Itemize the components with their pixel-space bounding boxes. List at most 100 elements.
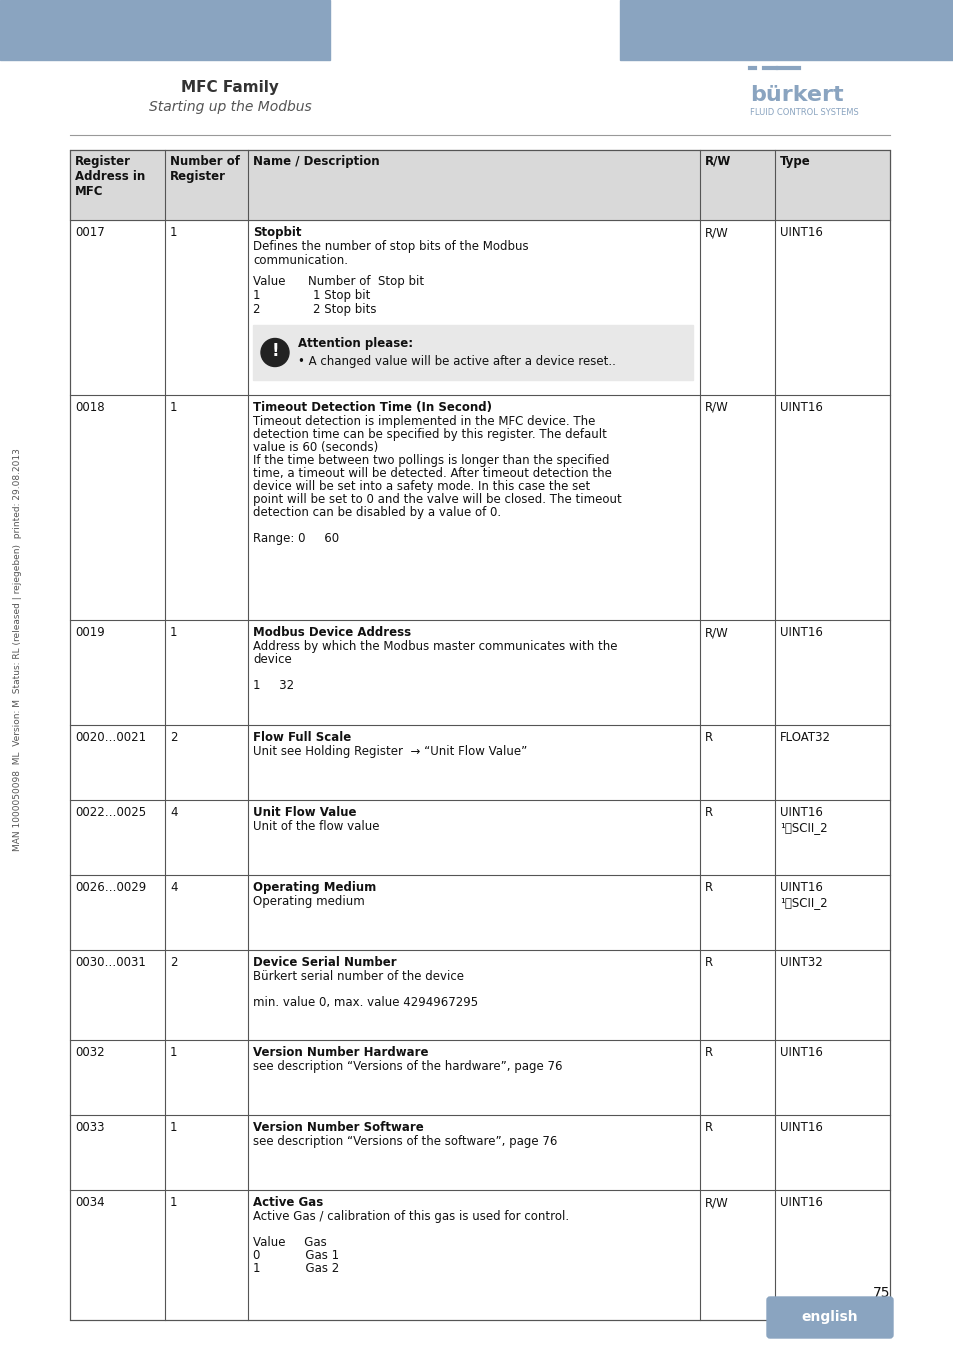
Text: 2: 2 [170, 956, 177, 969]
Text: bürkert: bürkert [749, 85, 842, 105]
Text: 2: 2 [170, 730, 177, 744]
Text: 0030…0031: 0030…0031 [75, 956, 146, 969]
Text: UINT16
¹⦪SCII_2: UINT16 ¹⦪SCII_2 [780, 882, 827, 909]
Text: Timeout Detection Time (In Second): Timeout Detection Time (In Second) [253, 401, 492, 414]
Text: Name / Description: Name / Description [253, 155, 379, 167]
Text: Starting up the Modbus: Starting up the Modbus [149, 100, 311, 113]
Text: FLOAT32: FLOAT32 [780, 730, 830, 744]
Text: 1            Gas 2: 1 Gas 2 [253, 1262, 339, 1274]
Text: Timeout detection is implemented in the MFC device. The: Timeout detection is implemented in the … [253, 414, 595, 428]
Text: device: device [253, 653, 292, 666]
Text: R: R [704, 730, 713, 744]
Text: 0022…0025: 0022…0025 [75, 806, 146, 819]
Text: communication.: communication. [253, 254, 348, 267]
Bar [70, 150, 889, 220]
Text: 4: 4 [170, 806, 177, 819]
Text: see description “Versions of the software”, page 76: see description “Versions of the softwar… [253, 1135, 557, 1148]
Text: MFC Family: MFC Family [181, 80, 278, 94]
Text: Unit see Holding Register  → “Unit Flow Value”: Unit see Holding Register → “Unit Flow V… [253, 745, 527, 757]
Text: Value      Number of  Stop bit: Value Number of Stop bit [253, 275, 424, 288]
Text: 0026…0029: 0026…0029 [75, 882, 146, 894]
Text: 2              2 Stop bits: 2 2 Stop bits [253, 302, 376, 316]
Text: UINT16: UINT16 [780, 1120, 822, 1134]
Text: 0020…0021: 0020…0021 [75, 730, 146, 744]
Text: UINT16: UINT16 [780, 225, 822, 239]
Text: 0018: 0018 [75, 401, 105, 414]
Text: Device Serial Number: Device Serial Number [253, 956, 396, 969]
Text: Defines the number of stop bits of the Modbus: Defines the number of stop bits of the M… [253, 240, 528, 252]
Text: If the time between two pollings is longer than the specified: If the time between two pollings is long… [253, 454, 609, 467]
Text: UINT16: UINT16 [780, 1196, 822, 1210]
Text: 1: 1 [170, 225, 177, 239]
Text: english: english [801, 1311, 858, 1324]
Text: detection can be disabled by a value of 0.: detection can be disabled by a value of … [253, 506, 500, 518]
Text: !: ! [271, 342, 278, 359]
Text: Attention please:: Attention please: [297, 338, 413, 350]
Text: 1: 1 [170, 1046, 177, 1058]
Text: R: R [704, 956, 713, 969]
Text: R: R [704, 1046, 713, 1058]
Text: time, a timeout will be detected. After timeout detection the: time, a timeout will be detected. After … [253, 467, 611, 481]
Text: Type: Type [780, 155, 810, 167]
Text: 1: 1 [170, 401, 177, 414]
Text: 1: 1 [170, 1120, 177, 1134]
Text: UINT16: UINT16 [780, 1046, 822, 1058]
Text: 4: 4 [170, 882, 177, 894]
Text: MAN 1000050098  ML  Version: M  Status: RL (released | rejegeben)  printed: 29.0: MAN 1000050098 ML Version: M Status: RL … [13, 448, 23, 852]
FancyBboxPatch shape [766, 1297, 892, 1338]
Text: • A changed value will be active after a device reset..: • A changed value will be active after a… [297, 355, 616, 369]
Text: Number of
Register: Number of Register [170, 155, 240, 184]
Text: FLUID CONTROL SYSTEMS: FLUID CONTROL SYSTEMS [749, 108, 858, 117]
Text: 1              1 Stop bit: 1 1 Stop bit [253, 289, 370, 302]
Text: R/W: R/W [704, 626, 728, 639]
Text: 1: 1 [170, 626, 177, 639]
Bar [253, 325, 692, 379]
Text: device will be set into a safety mode. In this case the set: device will be set into a safety mode. I… [253, 481, 590, 493]
Text: 0017: 0017 [75, 225, 105, 239]
Text: Version Number Software: Version Number Software [253, 1120, 423, 1134]
Text: R/W: R/W [704, 401, 728, 414]
Text: Active Gas / calibration of this gas is used for control.: Active Gas / calibration of this gas is … [253, 1210, 569, 1223]
Text: R: R [704, 882, 713, 894]
Text: Address by which the Modbus master communicates with the: Address by which the Modbus master commu… [253, 640, 617, 653]
Text: UINT16: UINT16 [780, 626, 822, 639]
Text: Version Number Hardware: Version Number Hardware [253, 1046, 428, 1058]
Text: 0019: 0019 [75, 626, 105, 639]
Text: detection time can be specified by this register. The default: detection time can be specified by this … [253, 428, 606, 441]
Text: Stopbit: Stopbit [253, 225, 301, 239]
Text: 0034: 0034 [75, 1196, 105, 1210]
Text: Active Gas: Active Gas [253, 1196, 323, 1210]
Text: Bürkert serial number of the device: Bürkert serial number of the device [253, 971, 463, 983]
Text: UINT32: UINT32 [780, 956, 821, 969]
Text: 1     32: 1 32 [253, 679, 294, 693]
Text: Unit Flow Value: Unit Flow Value [253, 806, 356, 819]
Text: Operating medium: Operating medium [253, 895, 364, 909]
Text: Register
Address in
MFC: Register Address in MFC [75, 155, 145, 198]
Text: Flow Full Scale: Flow Full Scale [253, 730, 351, 744]
Text: see description “Versions of the hardware”, page 76: see description “Versions of the hardwar… [253, 1060, 562, 1073]
Text: UINT16
¹⦪SCII_2: UINT16 ¹⦪SCII_2 [780, 806, 827, 834]
Text: point will be set to 0 and the valve will be closed. The timeout: point will be set to 0 and the valve wil… [253, 493, 621, 506]
Text: min. value 0, max. value 4294967295: min. value 0, max. value 4294967295 [253, 996, 477, 1008]
Text: R/W: R/W [704, 225, 728, 239]
FancyBboxPatch shape [0, 0, 330, 59]
Text: R: R [704, 1120, 713, 1134]
Text: Unit of the flow value: Unit of the flow value [253, 819, 379, 833]
Circle shape [261, 339, 289, 366]
Text: R/W: R/W [704, 1196, 728, 1210]
Text: Range: 0     60: Range: 0 60 [253, 532, 338, 545]
Text: 75: 75 [872, 1287, 889, 1300]
Text: value is 60 (seconds): value is 60 (seconds) [253, 441, 377, 454]
Text: 0            Gas 1: 0 Gas 1 [253, 1249, 338, 1262]
FancyBboxPatch shape [619, 0, 953, 59]
Text: Operating Medium: Operating Medium [253, 882, 375, 894]
Text: Value     Gas: Value Gas [253, 1237, 327, 1249]
Text: R/W: R/W [704, 155, 731, 167]
Text: UINT16: UINT16 [780, 401, 822, 414]
Text: R: R [704, 806, 713, 819]
Text: 0033: 0033 [75, 1120, 105, 1134]
Text: 0032: 0032 [75, 1046, 105, 1058]
Bar [70, 150, 889, 1320]
Text: Modbus Device Address: Modbus Device Address [253, 626, 411, 639]
Text: 1: 1 [170, 1196, 177, 1210]
